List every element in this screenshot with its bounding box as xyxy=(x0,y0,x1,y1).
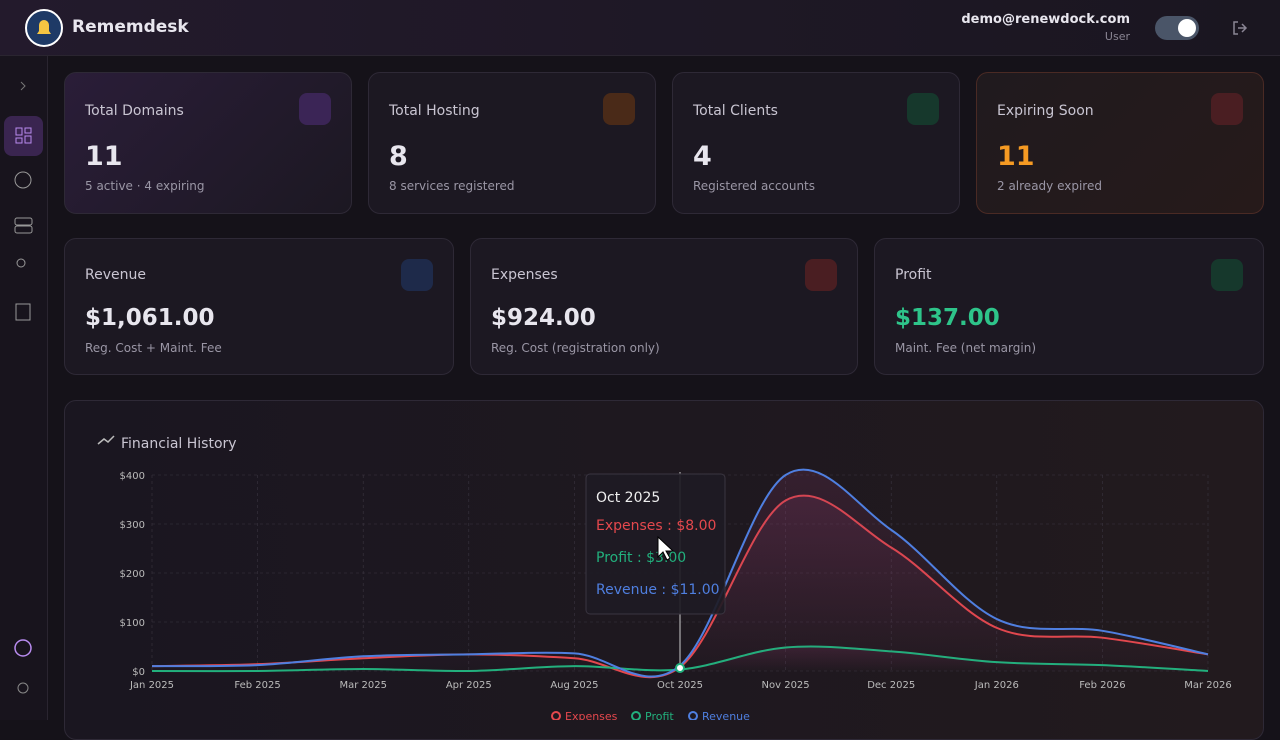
legend-label: Profit xyxy=(645,710,674,720)
x-tick-label: Oct 2025 xyxy=(657,680,703,691)
stat-value: 8 xyxy=(389,141,408,172)
stat-card: Expiring Soon 11 2 already expired xyxy=(976,72,1264,214)
y-tick-label: $400 xyxy=(120,471,145,482)
stat-title: Expiring Soon xyxy=(997,103,1094,119)
brand: Rememdesk xyxy=(72,17,189,37)
chart: Financial History $0 $100 $200 $300 $400 Jan … xyxy=(97,435,1232,720)
legend-label: Expenses xyxy=(565,710,618,720)
icon xyxy=(1211,259,1243,291)
stat-card: Total Clients 4 Registered accounts xyxy=(672,72,960,214)
series-area xyxy=(152,469,1208,677)
nav-dashboard[interactable] xyxy=(4,116,43,156)
finance-card: Expenses $924.00 Reg. Cost (registration… xyxy=(470,238,858,375)
nav-domains[interactable] xyxy=(14,171,32,189)
tooltip-box xyxy=(585,473,726,615)
finance-title: Expenses xyxy=(491,267,558,283)
finance-note: Reg. Cost (registration only) xyxy=(491,341,660,355)
nav-reports[interactable] xyxy=(15,303,31,321)
x-tick-label: Feb 2025 xyxy=(234,680,280,691)
logo xyxy=(25,9,63,47)
x-tick-label: Mar 2025 xyxy=(339,680,387,691)
series-line xyxy=(151,468,1209,678)
tooltip-line: Profit : $3.00 xyxy=(596,550,686,566)
finance-value: $1,061.00 xyxy=(85,305,215,331)
nav-clients[interactable] xyxy=(16,258,26,268)
icon xyxy=(401,259,433,291)
stat-card: Total Domains 11 5 active · 4 expiring xyxy=(64,72,352,214)
upgrade[interactable] xyxy=(14,639,32,657)
sidebar xyxy=(0,56,48,720)
header: Rememdesk demo@renewdock.com User xyxy=(0,0,1280,56)
finance-value: $137.00 xyxy=(895,305,1000,331)
y-tick-label: $300 xyxy=(120,520,145,531)
cursor xyxy=(657,535,675,561)
icon xyxy=(907,93,939,125)
stat-value: 11 xyxy=(997,141,1035,172)
sidebar-icons xyxy=(4,81,43,694)
legend-marker xyxy=(688,711,698,720)
y-tick-label: $200 xyxy=(120,569,145,580)
tooltip-line: Revenue : $11.00 xyxy=(596,582,720,598)
x-tick-label: Aug 2025 xyxy=(550,680,598,691)
theme-toggle[interactable] xyxy=(1155,16,1199,40)
x-tick-label: Jan 2026 xyxy=(974,680,1019,691)
logout-button[interactable] xyxy=(1230,18,1250,38)
x-tick-label: Nov 2025 xyxy=(762,680,810,691)
chart-title: Financial History xyxy=(121,436,237,452)
tooltip-title: Oct 2025 xyxy=(596,490,660,506)
finance-title: Profit xyxy=(895,267,932,283)
stat-value: 11 xyxy=(85,141,123,172)
x-tick-label: Feb 2026 xyxy=(1079,680,1125,691)
hover-dot xyxy=(675,663,685,673)
legend-marker xyxy=(631,711,641,720)
user-role: User xyxy=(1104,30,1130,43)
icon xyxy=(1211,93,1243,125)
stat-value: 4 xyxy=(693,141,712,172)
tooltip-line: Expenses : $8.00 xyxy=(596,518,716,534)
stat-title: Total Domains xyxy=(85,103,184,119)
legend-marker xyxy=(551,711,561,720)
x-tick-label: Apr 2025 xyxy=(446,680,492,691)
finance-card: Revenue $1,061.00 Reg. Cost + Maint. Fee xyxy=(64,238,454,375)
stat-card: Total Hosting 8 8 services registered xyxy=(368,72,656,214)
icon xyxy=(805,259,837,291)
icon xyxy=(299,93,331,125)
y-tick-label: $100 xyxy=(120,618,145,629)
stat-title: Total Clients xyxy=(693,103,778,119)
nav-hosting[interactable] xyxy=(14,217,33,226)
x-tick-label: Jan 2025 xyxy=(129,680,174,691)
stat-note: Registered accounts xyxy=(693,179,816,193)
user-email: demo@renewdock.com xyxy=(961,12,1130,27)
finance-title: Revenue xyxy=(85,267,146,283)
stat-note: 8 services registered xyxy=(389,179,515,193)
finance-note: Reg. Cost + Maint. Fee xyxy=(85,341,222,355)
stat-title: Total Hosting xyxy=(389,103,480,119)
finance-card: Profit $137.00 Maint. Fee (net margin) xyxy=(874,238,1264,375)
stat-note: 5 active · 4 expiring xyxy=(85,179,205,193)
legend-label: Revenue xyxy=(702,710,750,720)
finance-value: $924.00 xyxy=(491,305,596,331)
settings[interactable] xyxy=(17,682,29,694)
icon xyxy=(603,93,635,125)
expand[interactable] xyxy=(20,81,26,91)
chart-panel xyxy=(64,400,1264,740)
stat-note: 2 already expired xyxy=(997,179,1102,193)
x-tick-label: Mar 2026 xyxy=(1184,680,1232,691)
tooltip: Oct 2025 Expenses : $8.00 Profit : $3.00 Re… xyxy=(585,473,726,615)
finance-note: Maint. Fee (net margin) xyxy=(895,341,1036,355)
chart-icon xyxy=(97,435,115,445)
x-tick-label: Dec 2025 xyxy=(867,680,915,691)
y-tick-label: $0 xyxy=(132,667,145,678)
